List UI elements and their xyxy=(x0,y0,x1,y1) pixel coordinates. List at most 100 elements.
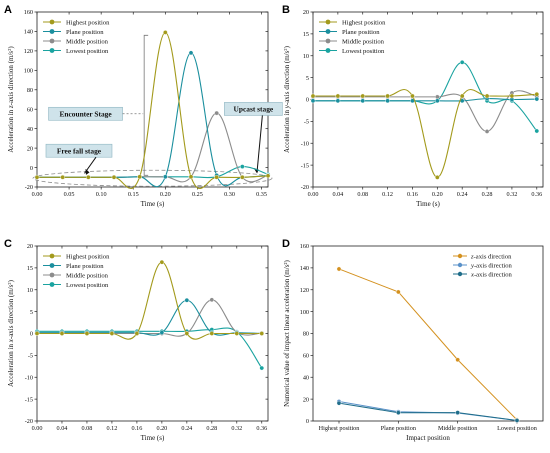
data-point xyxy=(310,93,316,99)
data-point xyxy=(188,50,194,56)
legend-marker xyxy=(49,272,55,278)
y-tick-label: 10 xyxy=(27,287,33,294)
legend-label: Plane position xyxy=(342,29,380,36)
x-tick-label: 0.00 xyxy=(32,191,43,198)
y-tick-label: -10 xyxy=(25,374,33,381)
y-tick-label: -5 xyxy=(304,119,309,126)
x-tick-label: 0.04 xyxy=(57,425,68,432)
y-tick-label: 15 xyxy=(27,265,33,272)
upcast-label-box xyxy=(224,102,283,116)
data-point xyxy=(335,98,341,104)
y-tick-label: 160 xyxy=(300,243,309,250)
x-tick-label: 0.12 xyxy=(107,425,118,432)
x-tick-label: Highest position xyxy=(319,425,360,432)
legend-marker xyxy=(49,263,55,268)
upcast-label: Upcast stage xyxy=(234,105,274,114)
y-tick-label: 0 xyxy=(30,331,33,338)
y-axis-title: Numerical value of impact linear acceler… xyxy=(283,259,291,406)
data-point xyxy=(534,91,540,97)
legend-marker xyxy=(457,253,463,259)
y-tick-label: 20 xyxy=(27,243,33,250)
series-line xyxy=(36,261,262,340)
x-axis-title: Time (s) xyxy=(141,200,165,208)
legend-label: Lowest position xyxy=(342,48,385,55)
x-tick-label: 0.28 xyxy=(206,425,217,432)
x-tick-label: 0.00 xyxy=(308,191,319,198)
y-tick-label: 5 xyxy=(306,75,309,82)
data-point xyxy=(137,174,142,180)
y-tick-label: -20 xyxy=(301,184,309,191)
x-tick-label: 0.08 xyxy=(357,191,368,198)
y-tick-label: 140 xyxy=(24,29,33,36)
x-tick-label: 0.20 xyxy=(160,191,171,198)
data-point xyxy=(259,365,265,371)
legend-label: Highest position xyxy=(66,19,110,26)
y-tick-label: -5 xyxy=(28,353,33,360)
series-line xyxy=(312,89,537,178)
data-point xyxy=(514,418,520,423)
encounter-bracket xyxy=(143,34,149,176)
data-point xyxy=(134,331,140,336)
data-point xyxy=(184,331,190,336)
x-tick-label: 0.15 xyxy=(128,191,139,198)
series-line xyxy=(37,299,262,336)
plot-frame xyxy=(36,11,269,188)
data-point xyxy=(109,331,115,336)
data-point xyxy=(214,174,219,180)
free-fall-label: Free fall stage xyxy=(57,147,102,156)
data-point xyxy=(455,357,460,363)
free-fall-ellipse xyxy=(32,169,273,187)
data-point xyxy=(360,93,366,99)
panel-C: C 0.00 0.04 0.08 0.12 0.16 0.20 0.24 0.28 0.32 0.3… xyxy=(4,238,269,442)
x-tick-label: 0.05 xyxy=(64,191,75,198)
legend-marker xyxy=(325,48,331,53)
encounter-label: Encounter Stage xyxy=(59,110,112,119)
data-point xyxy=(484,93,490,99)
series-line xyxy=(338,268,518,421)
x-tick-label: 0.12 xyxy=(382,191,393,198)
series-line xyxy=(338,402,518,421)
series-line xyxy=(36,299,262,337)
data-point xyxy=(240,174,245,180)
legend-box xyxy=(41,16,133,60)
x-tick-label: 0.32 xyxy=(231,425,242,432)
y-tick-label: 80 xyxy=(303,331,309,338)
data-point xyxy=(34,331,40,336)
y-tick-label: 60 xyxy=(27,106,33,113)
data-point xyxy=(240,164,245,169)
data-point xyxy=(509,93,515,99)
y-axis-title: Acceleration in y-axis direction (m/s2) xyxy=(283,45,292,153)
legend-marker xyxy=(457,271,463,277)
y-tick-label: -15 xyxy=(25,396,33,403)
y-tick-label: 120 xyxy=(24,48,33,55)
data-point xyxy=(234,331,240,336)
y-tick-label: 5 xyxy=(30,309,33,316)
series-line xyxy=(338,401,518,421)
legend-label: Plane position xyxy=(66,29,104,36)
x-tick-label: 0.36 xyxy=(256,425,267,432)
y-tick-label: 20 xyxy=(303,396,309,403)
data-point xyxy=(188,174,194,180)
legend-marker xyxy=(325,38,331,44)
data-point xyxy=(385,93,390,99)
legend-label: x-axis direction xyxy=(470,271,513,278)
legend-marker xyxy=(49,29,55,34)
legend-label: Lowest position xyxy=(66,48,109,55)
x-tick-label: 0.32 xyxy=(507,191,518,198)
x-tick-label: 0.24 xyxy=(457,191,468,198)
data-point xyxy=(435,94,440,100)
x-tick-label: 0.16 xyxy=(407,191,418,198)
legend-label: Middle position xyxy=(66,272,109,279)
legend-label: z-axis direction xyxy=(470,253,512,260)
data-point xyxy=(484,129,490,134)
data-point xyxy=(360,98,366,104)
data-point xyxy=(163,174,168,180)
y-tick-label: 20 xyxy=(27,145,33,152)
legend-box xyxy=(41,250,133,294)
panel-letter-D: D xyxy=(282,238,290,250)
legend-marker xyxy=(325,29,331,34)
data-point xyxy=(184,297,190,303)
data-point xyxy=(435,175,440,180)
data-point xyxy=(60,174,65,180)
y-tick-label: 40 xyxy=(303,374,309,381)
